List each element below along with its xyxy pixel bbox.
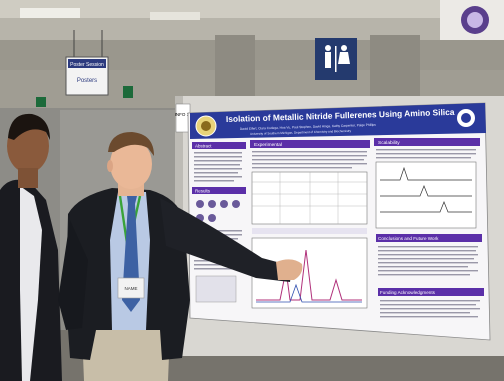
poster-figure (195, 275, 237, 303)
section-title-acknowledgments: Funding Acknowledgments (380, 290, 436, 295)
restroom-icon (325, 45, 350, 72)
presenter-face (110, 139, 152, 189)
exit-sign (123, 86, 133, 98)
name-badge-text: NAME (124, 286, 137, 291)
poster-authors: David Eifert, Ciara Codega, Hoa Vu, Paul… (240, 123, 376, 131)
presenter-arm (160, 198, 292, 282)
presenter-hand (276, 259, 303, 280)
exit-sign (36, 97, 46, 107)
hall-sign-text: Posters (77, 78, 97, 84)
presenter: NAME (58, 132, 303, 381)
section-title-experimental: Experimental (254, 142, 282, 148)
presenter-hair (108, 132, 154, 156)
person-left (0, 113, 62, 381)
name-badge (117, 277, 145, 299)
poster-affiliation: University of Southern Michigan, Departm… (250, 129, 352, 136)
board-tag-text: INFO 11 (175, 112, 192, 117)
section-header-conclusions (376, 234, 482, 242)
section-header-abstract (192, 142, 246, 149)
poster-header (190, 103, 486, 139)
section-title-abstract: Abstract (195, 144, 212, 149)
section-header-scalability (374, 138, 480, 146)
section-title-results: Results (195, 189, 211, 194)
hall-sign-title: Poster Session (70, 62, 104, 68)
section-header-acknowledgments (378, 288, 484, 296)
ceiling-light (150, 12, 200, 20)
research-poster: Isolation of Metallic Nitride Fullerenes… (187, 102, 491, 341)
poster-spectrum (375, 161, 477, 229)
ceiling-light (20, 8, 80, 18)
section-title-scalability: Scalability (378, 140, 400, 146)
section-header-experimental (250, 140, 370, 148)
poster-table (251, 171, 368, 225)
presenter-trousers (82, 330, 170, 381)
section-title-conclusions: Conclusions and Future Work (378, 236, 439, 241)
section-header-results (192, 187, 246, 194)
